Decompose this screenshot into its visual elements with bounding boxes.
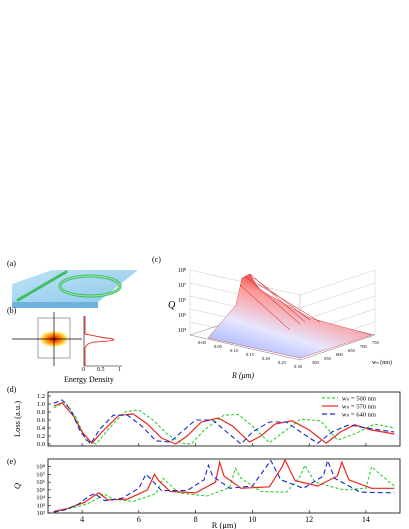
legend-label-2: wₙ = 640 nm [342, 412, 376, 419]
y-tick-label: 1.2 [37, 393, 45, 400]
y-tick-label: 10⁸ [36, 464, 46, 471]
svg-text:650: 650 [348, 348, 356, 353]
panel-e-label: (e) [7, 457, 16, 466]
svg-text:750: 750 [372, 340, 380, 345]
series-line-0-2 [53, 399, 395, 445]
plot-frame-0 [47, 391, 401, 447]
surface-ridges [239, 273, 321, 331]
svg-text:0.05: 0.05 [214, 344, 223, 349]
q-surface [207, 273, 373, 359]
svg-text:500: 500 [312, 360, 320, 365]
y-tick-label: 0.0 [37, 441, 45, 448]
y-tick-label: 10⁷ [36, 471, 45, 478]
z-tick-3: 10⁷ [178, 283, 186, 289]
plot-frame-1 [47, 458, 401, 514]
series-line-0-1 [53, 402, 395, 445]
svg-text:0.20: 0.20 [262, 356, 271, 361]
y-tick-label: 10⁵ [36, 487, 45, 494]
q-surface-plot: 10⁸ 10⁷ 10⁶ 10⁵ 10⁴ Q 0.00 0.05 0.10 0.1… [168, 268, 392, 380]
y-axis-label-1: Q [12, 483, 22, 489]
svg-text:0.30: 0.30 [294, 364, 303, 369]
series-line-1-0 [53, 463, 395, 513]
z-axis-label: Q [168, 300, 176, 311]
y-tick-label: 10² [37, 510, 46, 517]
bus-waveguide [16, 270, 68, 302]
energy-tick-1: 0.5 [97, 367, 105, 373]
panel-b-label: (b) [7, 306, 17, 315]
z-tick-0: 10⁴ [178, 328, 186, 334]
w-axis-ticks: 500 550 600 650 700 750 [312, 340, 380, 365]
y-tick-label: 0.2 [37, 433, 45, 440]
y-tick-label: 0.4 [37, 425, 46, 432]
legend-label-1: wₙ = 570 nm [342, 404, 376, 411]
energy-tick-0: 0 [82, 367, 85, 373]
panel-c-label: (c) [152, 255, 161, 264]
x-tick-label: 8 [194, 515, 198, 524]
mode-profile-figure [12, 312, 122, 367]
z-tick-2: 10⁶ [178, 298, 186, 304]
z-tick-4: 10⁸ [178, 268, 186, 274]
series-line-1-2 [53, 458, 395, 513]
substrate-edge [12, 302, 98, 308]
x-axis-label-1: R (μm) [212, 520, 237, 529]
y-tick-label: 0.8 [37, 409, 45, 416]
x-tick-label: 12 [305, 515, 313, 524]
svg-text:0.00: 0.00 [198, 340, 207, 345]
ring-highlight [59, 275, 121, 297]
y-tick-label: 10⁶ [36, 479, 45, 486]
x-tick-label: 14 [362, 515, 370, 524]
series-line-1-1 [53, 458, 395, 513]
series-line-0-0 [53, 401, 395, 445]
y-axis-label-0: Loss (a.u.) [12, 401, 22, 437]
svg-text:0.15: 0.15 [246, 352, 255, 357]
energy-tick-2: 1 [118, 367, 121, 373]
y-tick-label: 10⁴ [36, 495, 46, 502]
y-tick-label: 10³ [37, 502, 46, 509]
x-tick-label: 10 [248, 515, 256, 524]
w-axis-label: wₙ (nm) [372, 359, 392, 366]
r-axis-label: R (μm) [231, 371, 254, 380]
x-tick-label: 6 [137, 515, 141, 524]
svg-text:0.25: 0.25 [278, 360, 287, 365]
panel-a-label: (a) [7, 259, 16, 268]
svg-text:600: 600 [336, 352, 344, 357]
legend-label-0: wₙ = 500 nm [342, 396, 376, 403]
r-axis-ticks: 0.00 0.05 0.10 0.15 0.20 0.25 0.30 [198, 340, 303, 369]
energy-density-label: Energy Density [64, 375, 114, 384]
energy-density-curve [84, 316, 115, 366]
y-tick-label: 0.6 [37, 417, 46, 424]
svg-text:0.10: 0.10 [230, 348, 239, 353]
y-tick-label: 1.0 [37, 401, 45, 408]
z-tick-1: 10⁵ [178, 313, 186, 319]
svg-text:550: 550 [324, 356, 332, 361]
svg-text:700: 700 [360, 344, 368, 349]
ring-resonator-schematic [12, 270, 138, 308]
panel-d-label: (d) [7, 385, 17, 394]
x-tick-label: 4 [80, 515, 84, 524]
